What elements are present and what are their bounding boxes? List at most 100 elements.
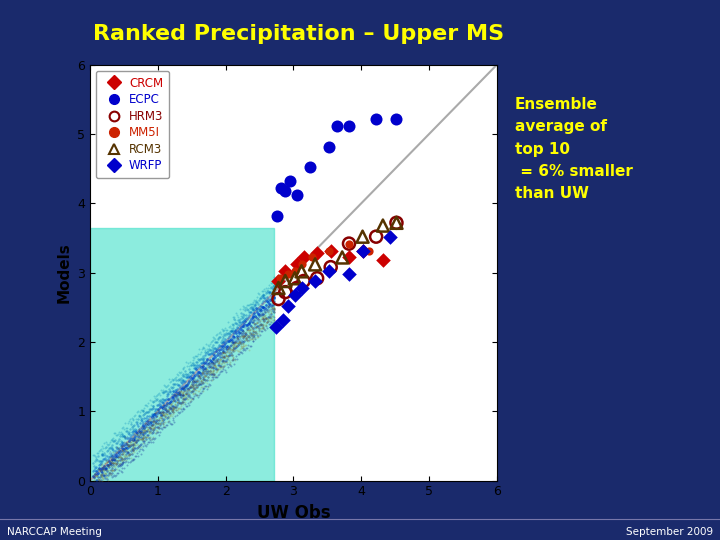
Point — [99, 465, 110, 474]
Point — [148, 426, 159, 434]
Point — [176, 375, 187, 384]
Point — [177, 370, 189, 379]
Point — [112, 443, 123, 452]
Point — [130, 426, 142, 435]
Point — [161, 399, 173, 407]
Point — [251, 322, 262, 331]
Point — [129, 428, 140, 437]
Point — [186, 390, 198, 399]
Point — [228, 332, 239, 341]
Point — [172, 389, 184, 397]
Point — [343, 239, 355, 248]
Point — [106, 457, 117, 466]
Point — [251, 329, 262, 338]
Point — [241, 320, 253, 329]
Point — [225, 351, 236, 360]
Point — [252, 314, 264, 323]
Point — [175, 373, 186, 382]
Point — [264, 313, 275, 321]
Point — [177, 388, 189, 397]
Point — [160, 411, 171, 420]
Point — [212, 334, 224, 342]
Point — [151, 423, 163, 431]
Point — [171, 398, 183, 407]
Point — [143, 420, 154, 428]
Point — [169, 373, 181, 382]
Point — [233, 334, 244, 343]
Point — [105, 458, 117, 467]
Point — [99, 469, 111, 477]
Point — [171, 373, 182, 381]
Point — [171, 393, 182, 401]
Point — [136, 436, 148, 444]
Point — [129, 421, 140, 429]
Point — [205, 338, 217, 346]
Point — [138, 419, 149, 428]
Point — [236, 343, 248, 352]
Point — [113, 453, 125, 461]
Point — [113, 450, 125, 459]
Point — [203, 361, 215, 370]
Point — [162, 413, 174, 421]
Point — [133, 435, 145, 444]
Point — [186, 387, 197, 396]
Point — [212, 364, 224, 373]
Point — [237, 327, 248, 335]
Point — [228, 313, 239, 321]
Point — [194, 349, 206, 358]
Point — [141, 412, 153, 421]
Point — [228, 347, 239, 355]
Point — [252, 321, 264, 330]
Point — [199, 351, 211, 360]
Point — [214, 349, 225, 357]
Point — [120, 434, 131, 443]
Point — [243, 346, 255, 354]
Point — [163, 402, 175, 411]
Point — [202, 368, 213, 377]
Point — [185, 383, 197, 391]
Point — [310, 276, 321, 285]
Point — [222, 328, 234, 337]
Point — [259, 325, 271, 334]
Point — [192, 387, 204, 395]
Point — [137, 433, 148, 441]
Point — [217, 332, 229, 340]
Point — [259, 296, 271, 305]
Point — [174, 399, 186, 407]
Point — [274, 274, 286, 282]
Point — [143, 416, 154, 425]
Point — [99, 461, 111, 470]
Point — [223, 346, 235, 355]
Point — [182, 385, 194, 394]
Point — [222, 352, 234, 360]
Point — [261, 321, 272, 329]
Point — [190, 377, 202, 386]
Point — [132, 442, 144, 451]
Point — [89, 457, 101, 465]
Point — [250, 300, 261, 309]
Point — [92, 474, 104, 483]
Point — [127, 442, 138, 450]
Point — [167, 414, 179, 422]
Point — [189, 389, 201, 398]
Point — [129, 436, 140, 444]
Point — [176, 380, 188, 389]
Point — [251, 315, 262, 323]
Point — [264, 305, 276, 314]
Point — [207, 368, 218, 376]
Point — [215, 349, 227, 358]
Point — [216, 356, 228, 365]
Point — [264, 316, 276, 325]
Point — [221, 359, 233, 368]
Point — [160, 422, 171, 431]
Point — [251, 332, 263, 341]
Point — [231, 320, 243, 328]
Point — [151, 409, 163, 418]
Point — [238, 346, 249, 354]
Point — [132, 441, 144, 449]
Point — [96, 473, 107, 482]
Point — [136, 423, 148, 432]
Point — [162, 417, 174, 426]
Point — [119, 444, 130, 453]
Point — [135, 427, 146, 436]
